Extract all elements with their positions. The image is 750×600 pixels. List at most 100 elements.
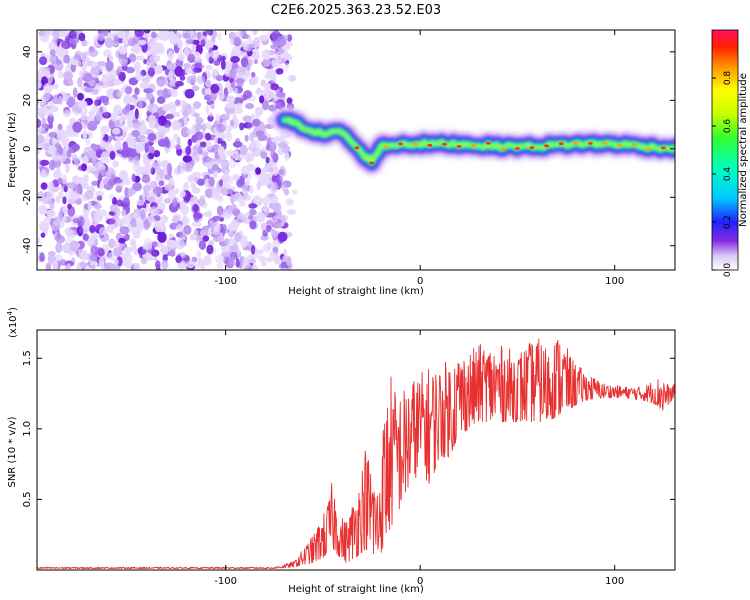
noise-speck <box>81 40 90 47</box>
noise-speck <box>174 66 183 77</box>
noise-speck <box>100 151 109 161</box>
noise-speck <box>261 168 267 174</box>
noise-speck <box>239 144 248 156</box>
noise-speck <box>94 99 102 106</box>
noise-speck <box>179 230 184 239</box>
y-tick-label: 0.5 <box>22 491 33 507</box>
noise-speck <box>64 110 70 118</box>
noise-speck <box>193 112 200 118</box>
noise-speck <box>235 258 240 268</box>
noise-speck <box>236 214 247 224</box>
noise-speck <box>180 190 186 197</box>
noise-speck <box>128 77 138 86</box>
noise-speck <box>89 254 98 262</box>
noise-speck <box>147 196 155 203</box>
noise-speck <box>109 204 118 212</box>
noise-speck <box>192 187 201 194</box>
noise-speck <box>143 164 153 175</box>
noise-speck <box>128 148 138 158</box>
noise-speck <box>190 182 197 189</box>
noise-speck <box>232 113 237 123</box>
noise-speck <box>105 61 114 72</box>
noise-speck <box>211 230 221 235</box>
noise-speck <box>53 169 62 179</box>
noise-speck <box>91 154 97 164</box>
noise-speck <box>174 144 182 150</box>
noise-speck <box>52 98 59 105</box>
noise-speck <box>141 174 151 183</box>
noise-speck <box>143 184 152 192</box>
signal-peak <box>500 147 506 151</box>
noise-speck <box>95 149 103 158</box>
noise-speck <box>232 174 241 181</box>
noise-speck <box>59 259 67 266</box>
noise-speck <box>258 255 266 262</box>
noise-speck <box>121 107 130 115</box>
noise-speck <box>79 261 86 269</box>
noise-speck <box>133 212 138 219</box>
y-tick-label: 1.0 <box>22 421 33 437</box>
snr-panel: -100 0 100 0.5 1.0 1.5 Height of straight li… <box>6 307 676 595</box>
noise-speck <box>234 232 242 243</box>
noise-speck <box>200 39 206 47</box>
x-tick-label: 0 <box>417 276 423 287</box>
noise-speck <box>242 238 248 245</box>
noise-speck <box>91 180 98 186</box>
noise-speck <box>248 209 257 216</box>
signal-peak <box>646 147 652 151</box>
noise-speck <box>261 146 268 152</box>
signal-peak <box>558 142 564 146</box>
noise-speck <box>184 88 195 99</box>
noise-speck <box>205 79 212 88</box>
signal-peak <box>471 144 477 148</box>
noise-speck <box>134 87 140 95</box>
noise-speck <box>241 194 252 201</box>
noise-speck <box>112 160 119 168</box>
noise-speck <box>175 238 185 250</box>
noise-speck <box>55 195 61 204</box>
noise-speck <box>268 167 274 173</box>
noise-speck <box>269 250 275 262</box>
noise-speck <box>215 254 225 264</box>
noise-speck <box>103 48 112 58</box>
noise-speck <box>271 240 280 249</box>
noise-speck <box>237 79 244 88</box>
colorbar-ticks: 0.0 0.2 0.4 0.6 0.8 <box>712 71 733 277</box>
noise-speck <box>39 220 46 232</box>
snr-line <box>37 338 675 570</box>
noise-speck <box>143 219 150 231</box>
noise-speck <box>286 209 297 215</box>
signal-peak <box>602 141 608 145</box>
noise-speck <box>160 215 168 224</box>
noise-speck <box>205 122 212 130</box>
noise-speck <box>71 154 78 162</box>
noise-speck <box>176 224 184 232</box>
noise-speck <box>68 80 74 86</box>
signal-peak <box>588 142 593 145</box>
noise-speck <box>62 243 72 254</box>
noise-speck <box>206 156 213 164</box>
noise-speck <box>38 30 46 37</box>
noise-speck <box>163 120 172 128</box>
noise-speck <box>253 58 258 65</box>
noise-speck <box>51 158 62 168</box>
noise-speck <box>134 30 144 38</box>
noise-speck <box>158 180 165 187</box>
noise-speck <box>285 198 294 206</box>
noise-speck <box>228 31 236 40</box>
noise-speck <box>220 59 226 70</box>
noise-speck <box>262 244 272 253</box>
noise-speck <box>154 222 162 233</box>
noise-speck <box>191 221 202 227</box>
noise-speck <box>239 122 245 131</box>
noise-speck <box>185 146 192 156</box>
noise-speck <box>192 32 199 38</box>
noise-speck <box>43 108 50 117</box>
noise-speck <box>113 247 123 257</box>
noise-speck <box>97 209 107 217</box>
noise-speck <box>135 55 145 61</box>
noise-speck <box>135 74 144 81</box>
noise-speck <box>237 51 248 57</box>
noise-speck <box>217 32 223 41</box>
noise-speck <box>99 181 104 190</box>
